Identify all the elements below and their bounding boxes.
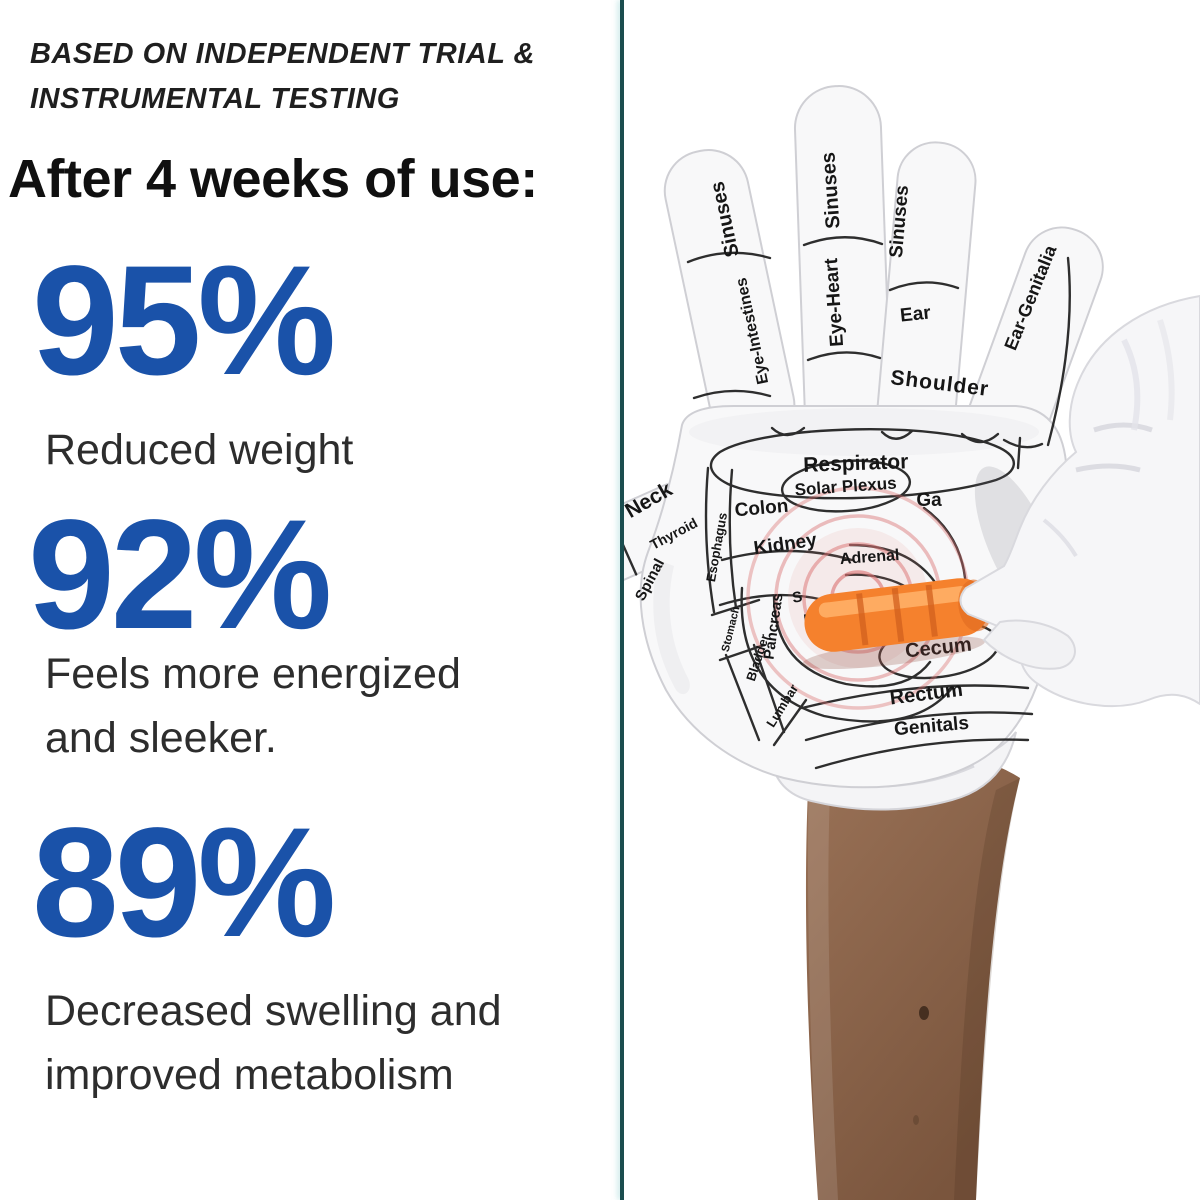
- pointing-hand: [959, 294, 1200, 708]
- divider-line: [620, 0, 624, 1200]
- stat-value-1: 95%: [32, 234, 336, 408]
- photo-illustration: Sinuses Eye-Intestines Sinuses Eye-Heart…: [549, 85, 1200, 1200]
- skin-mole: [919, 1006, 929, 1020]
- stat-label-3: Decreased swelling and improved metaboli…: [45, 979, 502, 1107]
- eyebrow-text: BASED ON INDEPENDENT TRIAL & INSTRUMENTA…: [30, 32, 600, 122]
- pointing-hand-thumb: [982, 619, 1076, 670]
- stat-label-1: Reduced weight: [45, 418, 353, 482]
- bare-forearm: [805, 749, 1020, 1200]
- stat-label-3-line-1: Decreased swelling and: [45, 987, 502, 1035]
- label-respirator: Respirator: [803, 450, 909, 477]
- label-colon: Colon: [734, 496, 789, 522]
- label-adrenal: Adrenal: [839, 547, 900, 568]
- stat-value-2: 92%: [28, 488, 332, 662]
- stat-label-1-line-1: Reduced weight: [45, 426, 354, 474]
- eyebrow-line-1: BASED ON INDEPENDENT TRIAL &: [30, 38, 535, 70]
- label-middle-sinuses: Sinuses: [817, 151, 844, 229]
- label-small-intestines-s: S: [791, 588, 804, 606]
- stat-label-2: Feels more energized and sleeker.: [45, 642, 461, 770]
- label-ear: Ear: [899, 302, 932, 326]
- stat-label-3-line-2: improved metabolism: [45, 1051, 454, 1099]
- eyebrow-line-2: INSTRUMENTAL TESTING: [30, 83, 400, 115]
- massage-tool: [802, 578, 993, 670]
- reflexology-glove-photo: Sinuses Eye-Intestines Sinuses Eye-Heart…: [549, 0, 1200, 1200]
- stat-label-2-line-2: and sleeker.: [45, 714, 277, 762]
- page-title: After 4 weeks of use:: [8, 149, 538, 209]
- label-gall-partial: Ga: [916, 490, 942, 511]
- stat-label-2-line-1: Feels more energized: [45, 650, 461, 698]
- stat-value-3: 89%: [32, 796, 336, 970]
